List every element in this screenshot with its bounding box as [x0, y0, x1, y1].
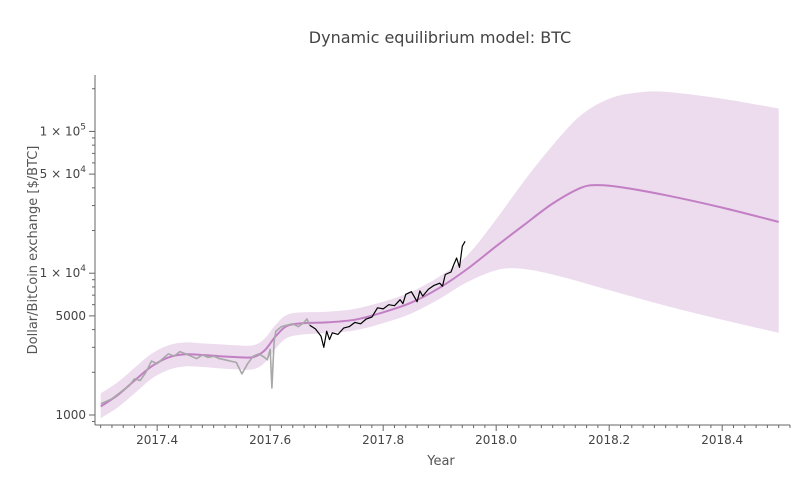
y-tick-label: 1 × 105 [40, 122, 86, 138]
y-axis-label: Dollar/BitCoin exchange [$/BTC] [26, 146, 41, 355]
x-tick-label: 2018.4 [701, 433, 743, 447]
chart-title: Dynamic equilibrium model: BTC [309, 28, 571, 47]
plot-area [100, 91, 779, 419]
x-ticks: 2017.4 2017.6 2017.8 2018.0 2018.2 2018.4 [100, 425, 791, 447]
historical-data-line [100, 318, 311, 405]
y-tick-label: 1 × 104 [40, 264, 87, 280]
y-tick-label: 5000 [55, 309, 86, 323]
x-tick-label: 2017.8 [362, 433, 404, 447]
y-tick-label: 1000 [55, 408, 86, 422]
model-fit-line [100, 184, 779, 408]
recent-data-line [309, 241, 466, 348]
y-tick-label: 5 × 104 [40, 165, 87, 181]
x-tick-label: 2018.0 [475, 433, 517, 447]
x-axis-label: Year [426, 454, 455, 469]
x-tick-label: 2017.4 [136, 433, 178, 447]
y-ticks: 1000 5000 1 × 104 5 × 104 1 × 105 [40, 88, 95, 422]
x-tick-label: 2017.6 [249, 433, 291, 447]
x-tick-label: 2018.2 [588, 433, 630, 447]
model-uncertainty-band [100, 91, 779, 419]
